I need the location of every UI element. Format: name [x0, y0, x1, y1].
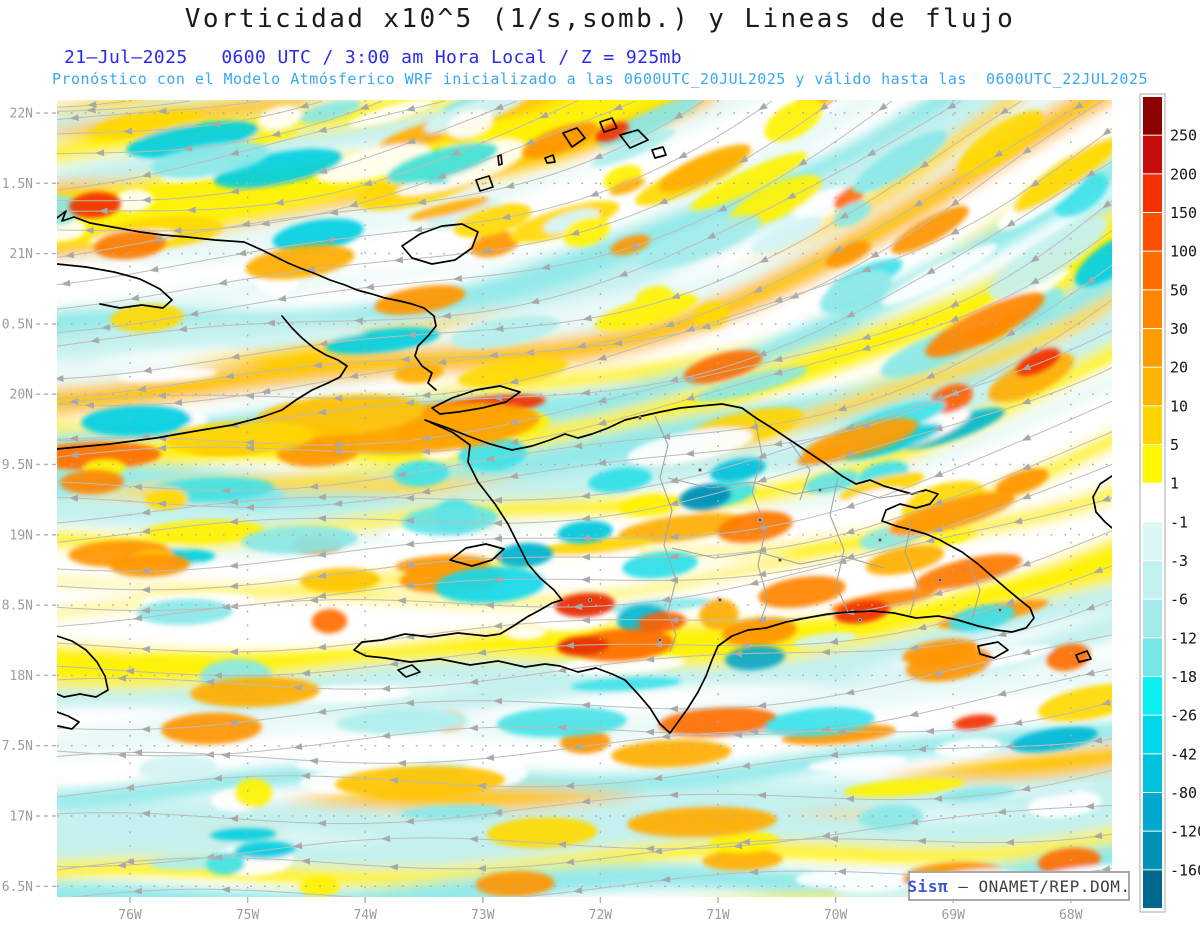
island-linagua	[475, 175, 494, 192]
colorbar-tick-label: -42	[1170, 745, 1197, 763]
lat-tick-label: 8.5N	[2, 599, 33, 614]
colorbar-tick-label: -1	[1170, 513, 1188, 531]
lon-tick-label: 69W	[941, 908, 965, 923]
lat-tick-label: 18N	[10, 669, 33, 684]
colorbar-cell	[1143, 793, 1162, 831]
lon-tick-label: 71W	[706, 908, 730, 923]
colorbar-cell	[1143, 97, 1162, 135]
island-tc5	[544, 154, 556, 164]
coastline-cubaTip	[57, 315, 348, 450]
colorbar-tick-label: -160	[1170, 861, 1200, 879]
colorbar-cell	[1143, 599, 1162, 638]
island-tc6	[497, 154, 503, 166]
colorbar-cell	[1143, 522, 1162, 560]
colorbar-cell	[1143, 329, 1162, 367]
watermark-org: – ONAMET/REP.DOM.	[948, 876, 1131, 896]
colorbar-tick-label: -18	[1170, 668, 1197, 686]
island-tc2	[599, 117, 618, 133]
lon-tick-label: 72W	[589, 908, 613, 923]
lon-tick-label: 68W	[1059, 908, 1083, 923]
colorbar-cell	[1143, 677, 1162, 715]
colorbar-tick-label: -3	[1170, 552, 1188, 570]
colorbar-tick-label: 10	[1170, 397, 1188, 415]
colorbar-cell	[1143, 561, 1162, 599]
colorbar-tick-label: -12	[1170, 629, 1197, 647]
island-mona	[1075, 650, 1092, 663]
colorbar-tick-label: 1	[1170, 475, 1179, 493]
colorbar-cell	[1143, 483, 1162, 522]
colorbar-tick-label: 250	[1170, 127, 1197, 145]
colorbar-cell	[1143, 445, 1162, 483]
colorbar-cell	[1143, 213, 1162, 251]
lat-tick-label: 21N	[10, 247, 33, 262]
vorticity-field	[57, 100, 1112, 897]
island-saona	[977, 641, 1009, 659]
colorbar-cell	[1143, 715, 1162, 754]
lon-tick-label: 75W	[236, 908, 260, 923]
chart-subtitle-datetime: 21–Jul–2025 0600 UTC / 3:00 am Hora Loca…	[64, 47, 683, 68]
lon-tick-label: 73W	[471, 908, 495, 923]
coastline-cubaInlet	[57, 263, 173, 309]
chart-subtitle-model: Pronóstico con el Modelo Atmósferico WRF…	[51, 70, 1149, 88]
coastline-jamaica	[57, 635, 109, 698]
colorbar-cell	[1143, 638, 1162, 676]
island-tc1	[562, 127, 586, 148]
lat-tick-label: 9.5N	[2, 458, 33, 473]
island-tortue	[431, 385, 521, 415]
island-gonave	[449, 543, 505, 567]
admin-borders-layer	[588, 415, 1002, 653]
lon-tick-label: 76W	[118, 908, 142, 923]
coastline-cubaNorth	[57, 210, 437, 391]
watermark-brand: Sisπ	[907, 876, 949, 896]
coastline-pr	[1092, 475, 1112, 529]
graticule	[57, 100, 1112, 897]
colorbar-tick-label: -6	[1170, 591, 1188, 609]
island-hispaniola	[353, 403, 1035, 734]
colorbar-cell	[1143, 174, 1162, 212]
lat-tick-label: 20N	[10, 388, 33, 403]
island-tc4	[651, 146, 667, 159]
lon-tick-label: 74W	[353, 908, 377, 923]
island-vache	[397, 664, 421, 678]
lat-tick-label: 6.5N	[2, 880, 33, 895]
colorbar-tick-label: 20	[1170, 359, 1188, 377]
colorbar: 250 200 150 100 50 30 20 10 5 1 -1 -3 -6 -12 -18 -26 -42…	[1139, 93, 1200, 913]
colorbar-tick-label: -26	[1170, 707, 1197, 725]
lat-tick-label: 0.5N	[2, 317, 33, 332]
coastlines-layer	[57, 117, 1112, 734]
lat-tick-label: 17N	[10, 810, 33, 825]
colorbar-cell	[1143, 870, 1162, 908]
watermark-box: Sisπ – ONAMET/REP.DOM.	[908, 871, 1130, 901]
lat-tick-label: 19N	[10, 528, 33, 543]
colorbar-cell	[1143, 754, 1162, 792]
colorbar-cell	[1143, 367, 1162, 406]
coastline-jamaica2	[57, 711, 80, 730]
colorbar-cell	[1143, 406, 1162, 444]
axes-layer: 22N 1.5N 21N 0.5N 20N 9.5N 19N 8.5N 18N 7.5N 17N 6.…	[2, 107, 1083, 924]
colorbar-cell	[1143, 135, 1162, 174]
colorbar-tick-label: 5	[1170, 436, 1179, 454]
colorbar-tick-label: -80	[1170, 784, 1197, 802]
colorbar-tick-label: 200	[1170, 165, 1197, 183]
lat-tick-label: 7.5N	[2, 739, 33, 754]
colorbar-tick-label: 100	[1170, 243, 1197, 261]
colorbar-cell	[1143, 251, 1162, 290]
colorbar-cell	[1143, 831, 1162, 870]
chart-title: Vorticidad x10^5 (1/s,somb.) y Lineas de…	[184, 4, 1016, 34]
island-tc3	[619, 129, 649, 149]
colorbar-tick-label: 150	[1170, 204, 1197, 222]
lon-tick-label: 70W	[824, 908, 848, 923]
colorbar-cell	[1143, 290, 1162, 328]
colorbar-tick-label: 30	[1170, 320, 1188, 338]
lat-tick-label: 1.5N	[2, 177, 33, 192]
island-inagua	[401, 223, 479, 265]
lat-tick-label: 22N	[10, 107, 33, 122]
colorbar-tick-label: 50	[1170, 281, 1188, 299]
colorbar-tick-label: -120	[1170, 823, 1200, 841]
